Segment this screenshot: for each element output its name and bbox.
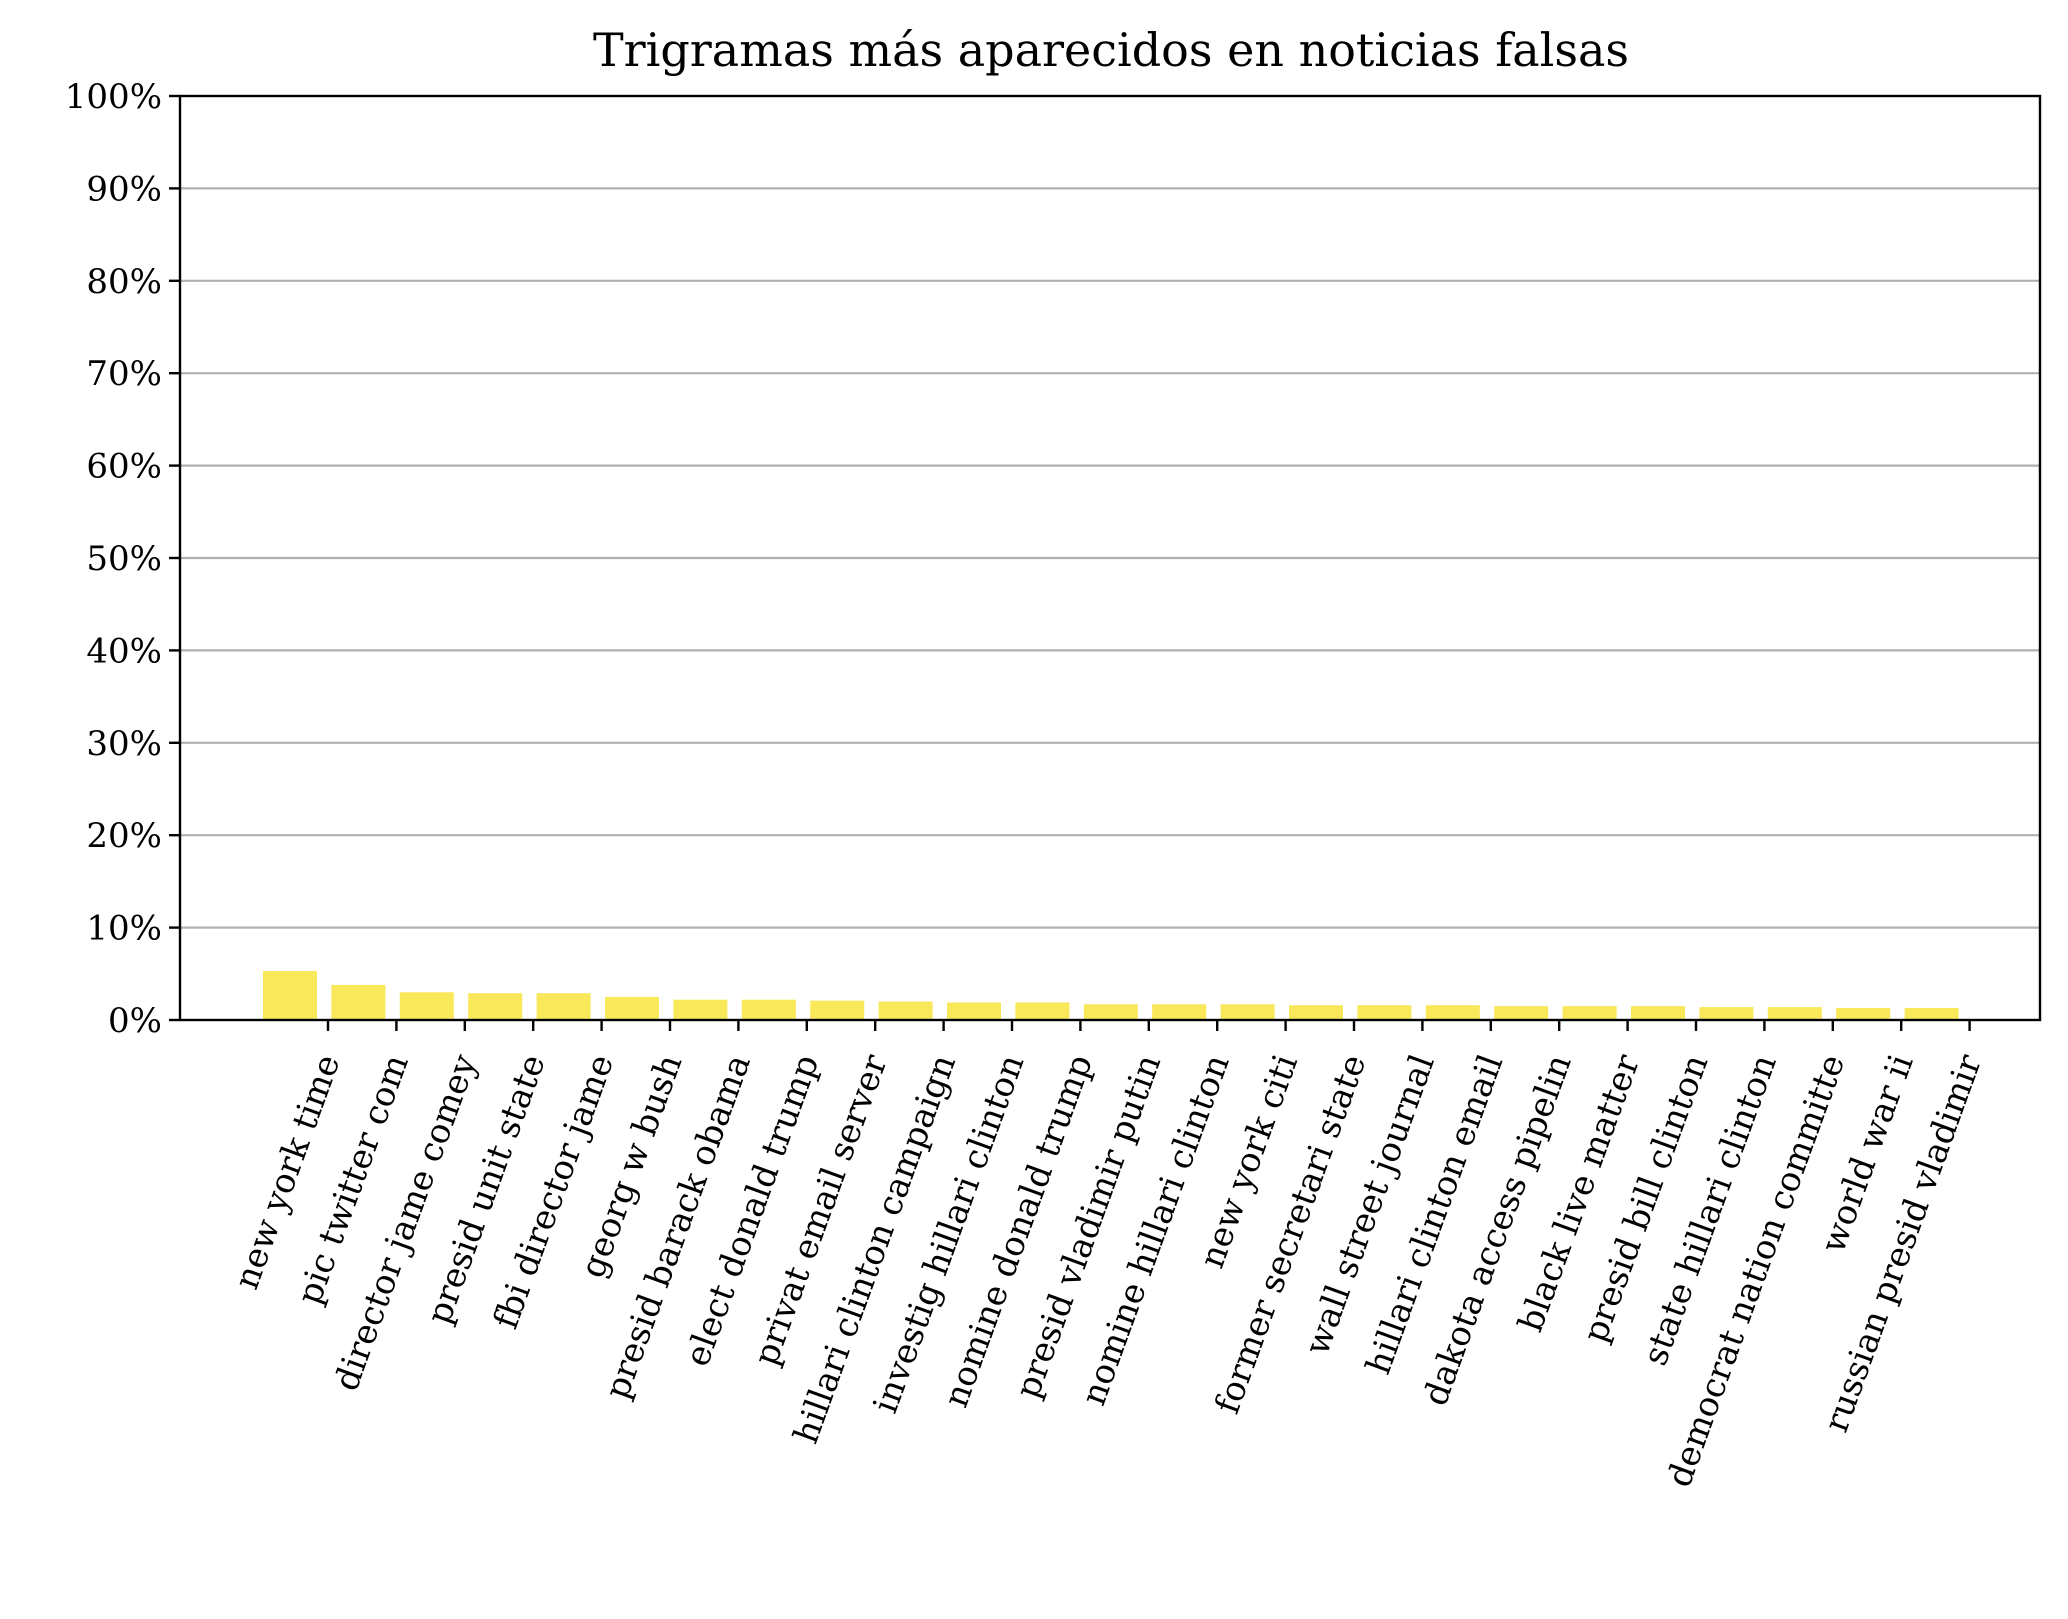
bar (673, 999, 728, 1020)
bar (1904, 1007, 1959, 1020)
bar (741, 999, 796, 1020)
y-tick-label: 90% (86, 169, 162, 209)
bar (1631, 1006, 1685, 1020)
y-tick-label: 80% (86, 262, 162, 302)
y-tick-label: 40% (86, 631, 162, 671)
y-tick-label: 30% (86, 724, 162, 764)
bar (605, 996, 659, 1020)
bars (263, 971, 1959, 1020)
bar (1699, 1007, 1754, 1020)
bar (1562, 1006, 1617, 1020)
bar (399, 992, 454, 1020)
bar (468, 993, 523, 1020)
bar (263, 971, 317, 1020)
y-tick-label: 60% (86, 447, 162, 487)
y-tick-label: 70% (86, 354, 162, 394)
bar (1357, 1005, 1412, 1020)
bar (1220, 1004, 1275, 1020)
bar (331, 984, 386, 1020)
bar (1289, 1005, 1343, 1020)
bar (1152, 1004, 1207, 1020)
y-tick-label: 0% (108, 1001, 162, 1041)
bar (1767, 1007, 1822, 1020)
grid-lines (180, 187, 2040, 929)
bar (810, 1000, 865, 1020)
y-axis: 0% 10% 20% 30% 40% 50% 60% 70% 80% 90% 100% (65, 77, 180, 1041)
chart-title: Trigramas más aparecidos en noticias fal… (593, 23, 1629, 77)
y-tick-label: 10% (86, 909, 162, 949)
y-tick-label: 20% (86, 816, 162, 856)
bar (947, 1002, 1001, 1020)
bar (1494, 1006, 1549, 1020)
bar (536, 993, 591, 1020)
y-tick-label: 100% (65, 77, 162, 117)
bar (1015, 1002, 1070, 1020)
bar (878, 1001, 933, 1020)
bar (1836, 1007, 1891, 1020)
y-tick-label: 50% (86, 539, 162, 579)
bar (1083, 1004, 1138, 1020)
bar (1425, 1005, 1480, 1020)
